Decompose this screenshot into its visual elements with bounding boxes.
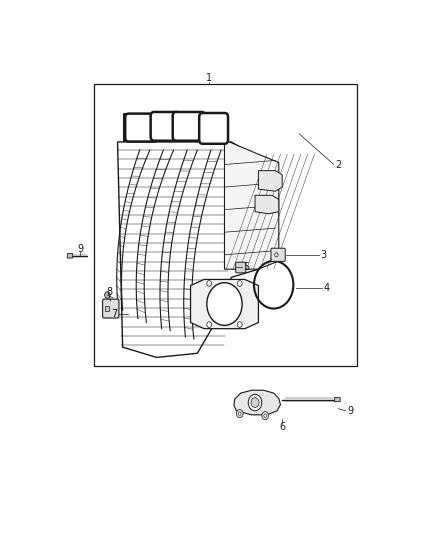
Circle shape xyxy=(264,414,267,417)
Text: 4: 4 xyxy=(323,282,329,293)
Text: 6: 6 xyxy=(279,422,285,432)
Circle shape xyxy=(248,394,262,411)
Circle shape xyxy=(237,322,242,327)
Text: 9: 9 xyxy=(77,244,83,254)
Circle shape xyxy=(275,253,278,257)
FancyBboxPatch shape xyxy=(335,398,340,402)
Text: 7: 7 xyxy=(111,309,117,319)
Circle shape xyxy=(207,281,212,286)
Circle shape xyxy=(105,292,110,298)
FancyBboxPatch shape xyxy=(199,113,228,144)
Bar xyxy=(94,84,357,366)
Circle shape xyxy=(251,398,259,407)
Text: 3: 3 xyxy=(320,250,326,260)
Text: 1: 1 xyxy=(206,74,212,83)
FancyBboxPatch shape xyxy=(151,112,180,141)
Circle shape xyxy=(207,322,212,327)
Polygon shape xyxy=(191,279,258,329)
Circle shape xyxy=(207,282,242,325)
Text: 9: 9 xyxy=(347,406,353,416)
Polygon shape xyxy=(255,195,279,214)
Circle shape xyxy=(237,281,242,286)
FancyBboxPatch shape xyxy=(102,299,119,318)
FancyBboxPatch shape xyxy=(271,248,285,261)
Bar xyxy=(105,306,109,311)
Polygon shape xyxy=(234,390,280,415)
FancyBboxPatch shape xyxy=(236,262,246,273)
Circle shape xyxy=(238,412,241,415)
Polygon shape xyxy=(224,140,279,269)
FancyBboxPatch shape xyxy=(173,112,205,141)
FancyBboxPatch shape xyxy=(125,114,157,142)
Text: 8: 8 xyxy=(106,287,112,297)
Circle shape xyxy=(237,409,243,418)
Circle shape xyxy=(262,411,268,420)
FancyBboxPatch shape xyxy=(67,254,73,258)
Polygon shape xyxy=(258,171,282,191)
Text: 2: 2 xyxy=(335,159,341,169)
Polygon shape xyxy=(117,142,276,358)
Text: 5: 5 xyxy=(244,262,250,272)
